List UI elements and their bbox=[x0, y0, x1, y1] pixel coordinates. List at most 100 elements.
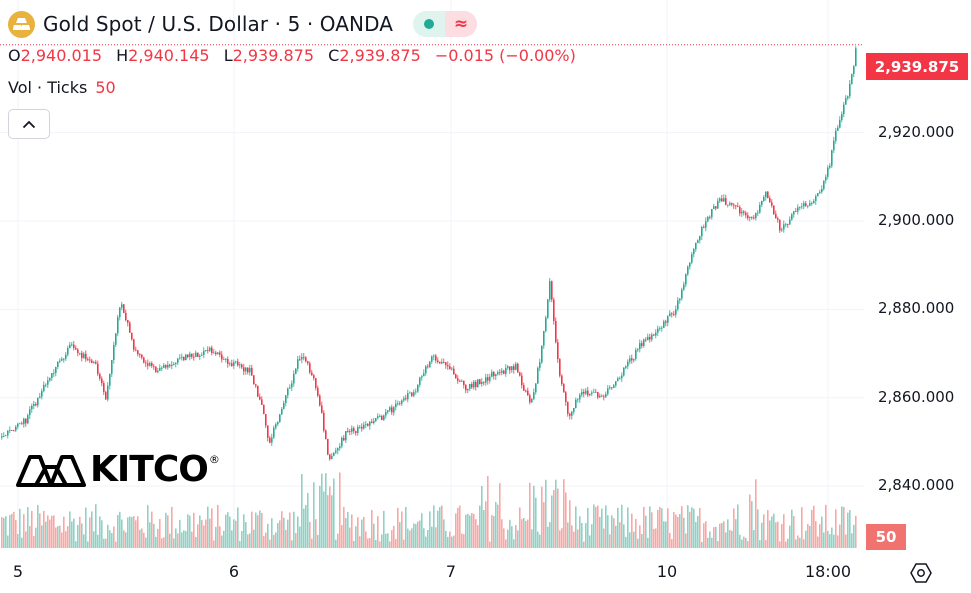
volume-bar bbox=[521, 519, 523, 548]
volume-bar bbox=[149, 522, 151, 548]
candle-body bbox=[641, 343, 643, 346]
volume-bar bbox=[707, 537, 709, 548]
volume-bar bbox=[39, 513, 41, 548]
volume-bar bbox=[533, 485, 535, 548]
volume-bar bbox=[605, 505, 607, 548]
volume-bar bbox=[425, 536, 427, 548]
candle-body bbox=[779, 219, 781, 231]
market-status-pill[interactable]: ≈ bbox=[413, 11, 478, 37]
close-key: C bbox=[328, 46, 340, 65]
candle-body bbox=[147, 363, 149, 366]
volume-bar bbox=[409, 530, 411, 548]
volume-bar bbox=[251, 511, 253, 548]
candle-body bbox=[291, 383, 293, 388]
volume-bar bbox=[473, 513, 475, 548]
candle-body bbox=[175, 362, 177, 364]
candle-body bbox=[57, 361, 59, 368]
candle-body bbox=[851, 74, 853, 84]
market-open-dot-icon bbox=[424, 19, 435, 29]
high-value: 2,940.145 bbox=[128, 46, 210, 65]
y-tick-label: 2,880.000 bbox=[878, 299, 955, 318]
volume-bar bbox=[455, 513, 457, 548]
candle-body bbox=[553, 299, 555, 321]
market-open-indicator[interactable] bbox=[413, 11, 446, 37]
candle-body bbox=[413, 392, 415, 396]
candle-body bbox=[105, 391, 107, 400]
volume-bar bbox=[481, 486, 483, 548]
candle-body bbox=[487, 377, 489, 381]
volume-bar bbox=[817, 536, 819, 548]
candle-body bbox=[215, 352, 217, 355]
y-tick-label: 2,900.000 bbox=[878, 210, 955, 229]
volume-bar bbox=[613, 518, 615, 548]
candle-body bbox=[785, 224, 787, 225]
candle-body bbox=[493, 372, 495, 377]
volume-bar bbox=[607, 515, 609, 548]
volume-bar bbox=[295, 533, 297, 548]
volume-bar bbox=[201, 520, 203, 548]
volume-bar bbox=[621, 504, 623, 548]
volume-bar bbox=[575, 506, 577, 548]
candle-body bbox=[459, 380, 461, 382]
candle-body bbox=[131, 332, 133, 340]
volume-bar bbox=[13, 511, 15, 548]
volume-bar bbox=[199, 515, 201, 548]
candle-body bbox=[829, 165, 831, 168]
volume-bar bbox=[55, 527, 57, 548]
candle-body bbox=[415, 391, 417, 393]
candle-body bbox=[619, 378, 621, 380]
candle-body bbox=[21, 423, 23, 425]
candle-body bbox=[313, 375, 315, 379]
candle-body bbox=[741, 211, 743, 214]
volume-bar bbox=[301, 474, 303, 548]
candle-body bbox=[271, 437, 273, 443]
symbol-title[interactable]: Gold Spot / U.S. Dollar · 5 · OANDA bbox=[43, 12, 394, 36]
volume-bar bbox=[235, 520, 237, 548]
volume-bar bbox=[719, 523, 721, 548]
collapse-legend-button[interactable] bbox=[8, 109, 50, 139]
candle-body bbox=[601, 395, 603, 397]
volume-bar bbox=[603, 528, 605, 548]
candle-body bbox=[371, 421, 373, 424]
volume-bar bbox=[701, 541, 703, 548]
candle-body bbox=[99, 373, 101, 379]
candle-body bbox=[91, 360, 93, 363]
volume-bar bbox=[847, 512, 849, 548]
volume-bar bbox=[757, 509, 759, 548]
chart-settings-button[interactable] bbox=[908, 560, 934, 586]
volume-bar bbox=[127, 517, 129, 548]
candle-body bbox=[181, 356, 183, 358]
candle-body bbox=[315, 378, 317, 388]
volume-legend[interactable]: Vol · Ticks 50 bbox=[8, 78, 116, 97]
candle-body bbox=[149, 363, 151, 366]
volume-bar bbox=[339, 472, 341, 548]
wave-icon[interactable]: ≈ bbox=[445, 11, 478, 37]
kitco-logo: KITCO ® bbox=[16, 449, 220, 490]
volume-bar bbox=[15, 519, 17, 548]
volume-bar bbox=[655, 528, 657, 548]
candle-body bbox=[217, 352, 219, 355]
volume-bar bbox=[627, 507, 629, 548]
candle-body bbox=[329, 454, 331, 460]
volume-bar bbox=[537, 531, 539, 548]
volume-bar bbox=[651, 512, 653, 548]
registered-mark: ® bbox=[208, 453, 220, 466]
candle-body bbox=[5, 435, 7, 437]
gold-bars-icon[interactable] bbox=[8, 10, 35, 38]
volume-bar bbox=[323, 491, 325, 548]
volume-bar bbox=[17, 534, 19, 548]
candle-body bbox=[833, 140, 835, 151]
volume-bar bbox=[723, 521, 725, 548]
volume-bar bbox=[831, 527, 833, 548]
volume-bar bbox=[141, 528, 143, 548]
volume-bar bbox=[111, 533, 113, 548]
candle-body bbox=[513, 366, 515, 370]
candle-body bbox=[587, 390, 589, 396]
candle-body bbox=[503, 370, 505, 374]
candle-body bbox=[697, 240, 699, 243]
volume-bar bbox=[385, 533, 387, 548]
candle-body bbox=[71, 344, 73, 346]
candle-body bbox=[169, 364, 171, 366]
candle-body bbox=[475, 381, 477, 388]
